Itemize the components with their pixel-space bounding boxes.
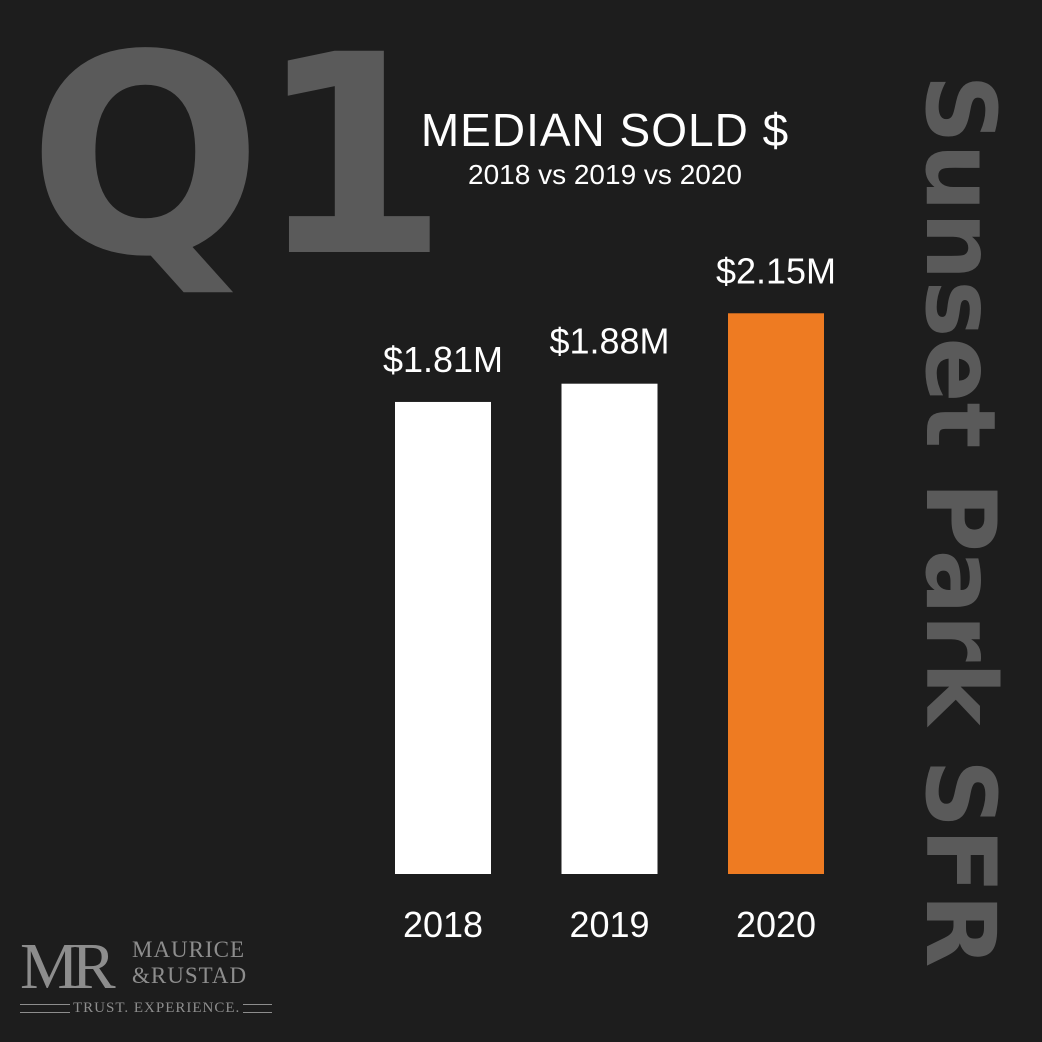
data-label-2020: $2.15M: [716, 250, 836, 291]
bar-2020: [728, 313, 824, 874]
data-label-2019: $1.88M: [549, 321, 669, 362]
data-label-2018: $1.81M: [383, 339, 503, 380]
chart-title: MEDIAN SOLD $: [420, 104, 790, 156]
x-tick-2020: 2020: [736, 904, 816, 945]
logo-monogram: MR: [20, 930, 116, 1003]
quarter-label: Q1: [28, 0, 449, 318]
x-tick-2018: 2018: [403, 904, 483, 945]
company-logo: MR MAURICE &RUSTAD TRUST. EXPERIENCE.: [20, 934, 272, 1024]
logo-name-line-2: &RUSTAD: [132, 963, 248, 988]
x-tick-2019: 2019: [569, 904, 649, 945]
bar-2018: [395, 401, 491, 874]
chart-subtitle: 2018 vs 2019 vs 2020: [468, 159, 742, 190]
logo-tagline: TRUST. EXPERIENCE.: [70, 999, 244, 1017]
logo-name-line-1: MAURICE: [132, 937, 246, 962]
bar-2019: [561, 383, 658, 874]
